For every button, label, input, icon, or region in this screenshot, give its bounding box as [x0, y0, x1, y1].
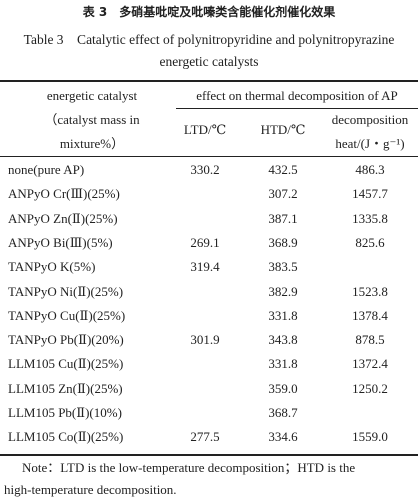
value-cell: 432.5: [268, 162, 298, 177]
catalyst-cell: ANPyO Zn(Ⅱ)(25%): [8, 210, 118, 226]
note: Note：LTD is the low-temperature decompos…: [22, 460, 356, 475]
note: high-temperature decomposition.: [4, 482, 177, 497]
header-cell: energetic catalyst: [46, 88, 138, 103]
value-cell: 825.6: [355, 234, 385, 250]
value-cell: 387.1: [268, 210, 298, 226]
title-en: Table 3 Catalytic effect of polynitropyr…: [23, 32, 395, 47]
group-rule: [176, 108, 418, 109]
title-en: energetic catalysts: [159, 54, 259, 69]
value-cell: 301.9: [190, 332, 220, 348]
value-cell: 359.0: [268, 380, 298, 396]
value-cell: 382.9: [268, 283, 298, 299]
header-cell: heat/(J・g⁻¹): [335, 136, 405, 151]
catalyst-cell: TANPyO Ni(Ⅱ)(25%): [8, 283, 124, 299]
header-rule: [0, 156, 418, 157]
header-cell: decomposition: [331, 112, 409, 127]
header-cell: mixture%）: [59, 136, 125, 151]
header-cell: HTD/℃: [260, 122, 306, 137]
catalyst-cell: none(pure AP): [8, 162, 85, 177]
value-cell: 331.8: [268, 307, 298, 323]
catalyst-cell: LLM105 Zn(Ⅱ)(25%): [8, 380, 123, 396]
value-cell: 1335.8: [352, 210, 388, 226]
value-cell: 1372.4: [352, 356, 388, 372]
value-cell: 1457.7: [352, 186, 388, 202]
value-cell: 330.2: [190, 162, 220, 177]
value-cell: 307.2: [268, 186, 298, 202]
catalyst-cell: TANPyO Cu(Ⅱ)(25%): [8, 307, 126, 323]
value-cell: 368.7: [268, 405, 298, 420]
value-cell: 1378.4: [352, 307, 388, 323]
catalyst-cell: LLM105 Cu(Ⅱ)(25%): [8, 356, 124, 372]
value-cell: 277.5: [190, 429, 220, 445]
value-cell: 878.5: [355, 332, 385, 348]
header-cell: LTD/℃: [183, 122, 227, 137]
value-cell: 383.5: [268, 259, 298, 275]
header-cell: （catalyst mass in: [44, 112, 140, 127]
value-cell: 334.6: [268, 429, 298, 445]
value-cell: 1559.0: [352, 429, 388, 445]
value-cell: 368.9: [268, 234, 298, 250]
header-group: effect on thermal decomposition of AP: [196, 88, 398, 103]
value-cell: 343.8: [268, 332, 298, 348]
value-cell: 1250.2: [352, 380, 388, 396]
catalyst-cell: ANPyO Cr(Ⅲ)(25%): [8, 186, 120, 202]
value-cell: 331.8: [268, 356, 298, 372]
catalyst-cell: ANPyO Bi(Ⅲ)(5%): [8, 234, 113, 250]
catalyst-cell: LLM105 Co(Ⅱ)(25%): [8, 429, 124, 445]
bottom-rule: [0, 454, 418, 456]
value-cell: 1523.8: [352, 283, 388, 299]
top-rule: [0, 80, 418, 82]
value-cell: 486.3: [355, 162, 385, 177]
value-cell: 319.4: [190, 259, 220, 275]
catalyst-cell: TANPyO Pb(Ⅱ)(20%): [8, 332, 124, 348]
title-cn: 表 3 多硝基吡啶及吡嗪类含能催化剂催化效果: [82, 5, 336, 19]
value-cell: 269.1: [190, 234, 220, 250]
catalyst-cell: TANPyO K(5%): [8, 259, 96, 275]
catalyst-cell: LLM105 Pb(Ⅱ)(10%): [8, 405, 122, 420]
